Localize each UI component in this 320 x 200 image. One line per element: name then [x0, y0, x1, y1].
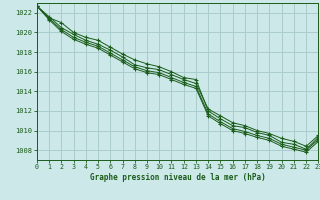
X-axis label: Graphe pression niveau de la mer (hPa): Graphe pression niveau de la mer (hPa) [90, 173, 266, 182]
